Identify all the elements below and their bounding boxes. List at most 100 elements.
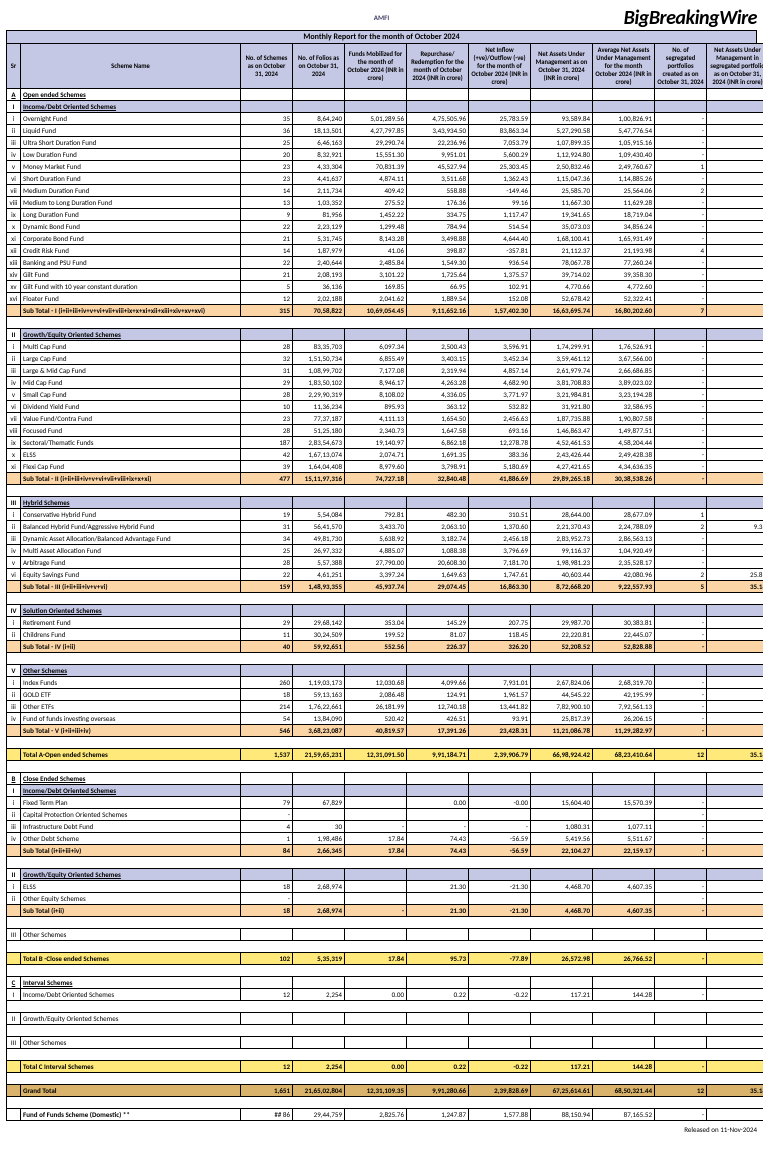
cell: xiv xyxy=(7,269,21,281)
cell: - xyxy=(655,821,707,833)
cell: - xyxy=(655,437,707,449)
cell: - xyxy=(707,449,763,461)
cell: -357.81 xyxy=(469,245,531,257)
cell: 11,36,234 xyxy=(293,401,345,413)
cell: - xyxy=(655,281,707,293)
cell: - xyxy=(655,197,707,209)
cell: 29,89,265.18 xyxy=(531,473,593,485)
cell: 3,397.24 xyxy=(345,569,407,581)
cell: 15,570.39 xyxy=(593,797,655,809)
cell: x xyxy=(7,449,21,461)
cell: 30,383.81 xyxy=(593,617,655,629)
cell: 54 xyxy=(241,713,293,725)
cell: Retirement Fund xyxy=(21,617,241,629)
cell: 29,44,759 xyxy=(293,1109,345,1121)
cell: 4,58,204.44 xyxy=(593,437,655,449)
cell: - xyxy=(655,413,707,425)
cell: - xyxy=(707,509,763,521)
cell: 2,340.73 xyxy=(345,425,407,437)
cell: 39,714.02 xyxy=(531,269,593,281)
cell: - xyxy=(707,713,763,725)
cell xyxy=(593,893,655,905)
cell: - xyxy=(655,725,707,737)
cell: 1,00,826.91 xyxy=(593,113,655,125)
cell: 1,90,807.58 xyxy=(593,413,655,425)
cell: 1,51,50,734 xyxy=(293,353,345,365)
cell: 22 xyxy=(241,569,293,581)
cell: 2,456.18 xyxy=(469,533,531,545)
cell: -0.00 xyxy=(469,797,531,809)
cell: 1,117.47 xyxy=(469,209,531,221)
cell: 260 xyxy=(241,677,293,689)
cell: 35.14 xyxy=(707,581,763,593)
cell: iii xyxy=(7,821,21,833)
cell: - xyxy=(655,125,707,137)
cell: 3,68,23,087 xyxy=(293,725,345,737)
cell: vi xyxy=(7,173,21,185)
cell: 32,586.95 xyxy=(593,401,655,413)
cell: 2,11,734 xyxy=(293,185,345,197)
cell: - xyxy=(655,425,707,437)
cell: 13,84,090 xyxy=(293,713,345,725)
cell: 56,41,570 xyxy=(293,521,345,533)
cell: Fund of funds investing overseas xyxy=(21,713,241,725)
cell: Childrens Fund xyxy=(21,629,241,641)
cell: 144.28 xyxy=(593,1061,655,1073)
cell: 19 xyxy=(241,509,293,521)
cell: 4,607.35 xyxy=(593,905,655,917)
cell: - xyxy=(707,881,763,893)
cell: 28 xyxy=(241,389,293,401)
cell: - xyxy=(655,209,707,221)
cell: 1,691.35 xyxy=(407,449,469,461)
cell: 13,441.82 xyxy=(469,701,531,713)
cell: 70,58,822 xyxy=(293,305,345,317)
cell: iii xyxy=(7,365,21,377)
cell xyxy=(293,809,345,821)
cell: - xyxy=(655,533,707,545)
cell: 20 xyxy=(241,149,293,161)
cell xyxy=(593,1037,655,1049)
cell: 2,50,832.46 xyxy=(531,161,593,173)
logo: AMFI xyxy=(374,14,389,22)
cell: - xyxy=(707,209,763,221)
cell: - xyxy=(655,557,707,569)
cell: - xyxy=(655,677,707,689)
cell: - xyxy=(707,845,763,857)
cell: 36,136 xyxy=(293,281,345,293)
cell: 28,644.00 xyxy=(531,509,593,521)
cell: - xyxy=(707,377,763,389)
cell xyxy=(345,893,407,905)
cell: 25,783.59 xyxy=(469,113,531,125)
cell xyxy=(593,1013,655,1025)
cell: Value Fund/Contra Fund xyxy=(21,413,241,425)
cell: 693.16 xyxy=(469,425,531,437)
cell: 5,35,319 xyxy=(293,953,345,965)
cell: 1,077.11 xyxy=(593,821,655,833)
cell: 32,840.48 xyxy=(407,473,469,485)
cell: 0.00 xyxy=(407,797,469,809)
cell: 29 xyxy=(241,617,293,629)
cell: 95.73 xyxy=(407,953,469,965)
cell: ii xyxy=(7,521,21,533)
cell: 226.37 xyxy=(407,641,469,653)
cell: 2,086.48 xyxy=(345,689,407,701)
cell: 15,551.30 xyxy=(345,149,407,161)
cell: 28,677.09 xyxy=(593,509,655,521)
cell: - xyxy=(707,413,763,425)
cell: 8,108.02 xyxy=(345,389,407,401)
cell: I xyxy=(7,989,21,1001)
cell: 2,254 xyxy=(293,1061,345,1073)
cell: 4,644.40 xyxy=(469,233,531,245)
cell: - xyxy=(655,617,707,629)
cell: 546 xyxy=(241,725,293,737)
cell: - xyxy=(655,905,707,917)
cell: 8,979.60 xyxy=(345,461,407,473)
cell: 31,921.80 xyxy=(531,401,593,413)
cell: 21 xyxy=(241,233,293,245)
cell: 1,747.61 xyxy=(469,569,531,581)
cell: 34,856.24 xyxy=(593,221,655,233)
cell xyxy=(469,1013,531,1025)
cell: Balanced Hybrid Fund/Aggressive Hybrid F… xyxy=(21,521,241,533)
cell: 40,603.44 xyxy=(531,569,593,581)
cell: 5 xyxy=(655,581,707,593)
